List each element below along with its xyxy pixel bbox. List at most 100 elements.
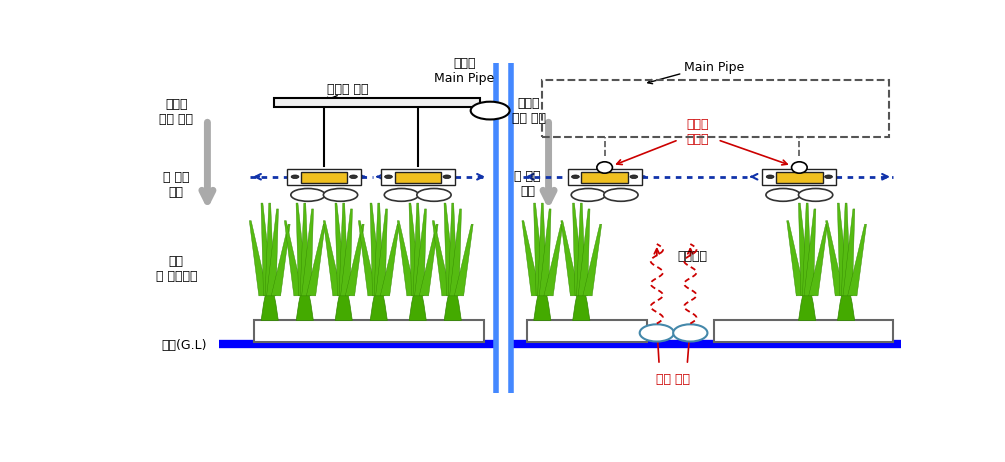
Polygon shape [335,285,353,321]
Bar [568,169,641,185]
Polygon shape [346,224,364,296]
Bar [527,321,647,342]
Ellipse shape [766,188,800,201]
Polygon shape [804,209,816,296]
Polygon shape [249,221,268,296]
Bar [381,169,454,185]
Polygon shape [841,203,851,296]
Polygon shape [324,221,342,296]
Polygon shape [397,221,416,296]
Text: 하부로
높이 조절: 하부로 높이 조절 [513,97,546,125]
Polygon shape [444,285,461,321]
Polygon shape [415,209,426,296]
Polygon shape [359,221,377,296]
Polygon shape [261,203,272,296]
Circle shape [572,175,579,178]
Ellipse shape [640,324,674,341]
Polygon shape [376,209,388,296]
Polygon shape [444,203,456,296]
Ellipse shape [792,162,807,173]
Text: 외측면
Main Pipe: 외측면 Main Pipe [434,57,494,85]
Circle shape [470,102,510,120]
Polygon shape [449,209,461,296]
Circle shape [630,175,638,178]
Polygon shape [302,209,314,296]
Bar [543,80,889,137]
Polygon shape [787,221,806,296]
Text: 키 높이
고려: 키 높이 고려 [163,171,190,199]
Ellipse shape [799,188,833,201]
Polygon shape [522,221,541,296]
Polygon shape [374,203,384,296]
Ellipse shape [673,324,708,341]
Polygon shape [339,203,349,296]
Text: 내측
주 작업통로: 내측 주 작업통로 [156,255,197,283]
Polygon shape [540,209,551,296]
Bar [287,169,361,185]
Polygon shape [809,224,827,296]
Text: 냉온수 배관: 냉온수 배관 [327,83,369,96]
Ellipse shape [324,188,358,201]
Polygon shape [300,203,310,296]
Polygon shape [380,224,399,296]
Circle shape [825,175,832,178]
Polygon shape [341,209,353,296]
Circle shape [350,175,358,178]
Ellipse shape [417,188,451,201]
Polygon shape [573,203,584,296]
Polygon shape [798,203,810,296]
Polygon shape [534,203,546,296]
Bar [763,169,836,185]
Polygon shape [837,285,854,321]
Polygon shape [534,285,551,321]
Polygon shape [799,285,816,321]
Bar [254,321,484,342]
Polygon shape [432,221,451,296]
Circle shape [385,175,392,178]
Polygon shape [370,203,382,296]
Bar [395,172,441,183]
Ellipse shape [384,188,418,201]
Polygon shape [544,224,563,296]
Polygon shape [284,221,304,296]
Polygon shape [335,203,347,296]
Ellipse shape [597,162,612,173]
Text: 하부로
높이 조절: 하부로 높이 조절 [159,98,193,127]
Text: 튜브 난방: 튜브 난방 [656,373,690,386]
Polygon shape [847,224,866,296]
Ellipse shape [290,188,325,201]
Polygon shape [826,221,844,296]
Bar [714,321,892,342]
Polygon shape [561,221,580,296]
Circle shape [291,175,298,178]
Polygon shape [583,224,602,296]
Bar [582,172,628,183]
Polygon shape [454,224,473,296]
Bar [273,98,480,107]
Polygon shape [296,285,314,321]
Circle shape [766,175,774,178]
Text: 키 높이
고려: 키 높이 고려 [515,170,541,198]
Text: 작업통로: 작업통로 [677,250,708,263]
Polygon shape [266,209,278,296]
Circle shape [443,175,451,178]
Bar [302,172,348,183]
Polygon shape [578,209,590,296]
Polygon shape [419,224,438,296]
Text: 수형형
팬코일: 수형형 팬코일 [686,118,710,146]
Polygon shape [296,203,308,296]
Polygon shape [307,224,326,296]
Ellipse shape [604,188,638,201]
Polygon shape [837,203,849,296]
Text: Main Pipe: Main Pipe [683,61,744,74]
Text: 지면(G.L): 지면(G.L) [161,339,207,352]
Bar [776,172,822,183]
Polygon shape [409,285,426,321]
Polygon shape [577,203,586,296]
Polygon shape [271,224,290,296]
Polygon shape [265,203,274,296]
Polygon shape [448,203,457,296]
Polygon shape [538,203,547,296]
Polygon shape [802,203,812,296]
Polygon shape [573,285,590,321]
